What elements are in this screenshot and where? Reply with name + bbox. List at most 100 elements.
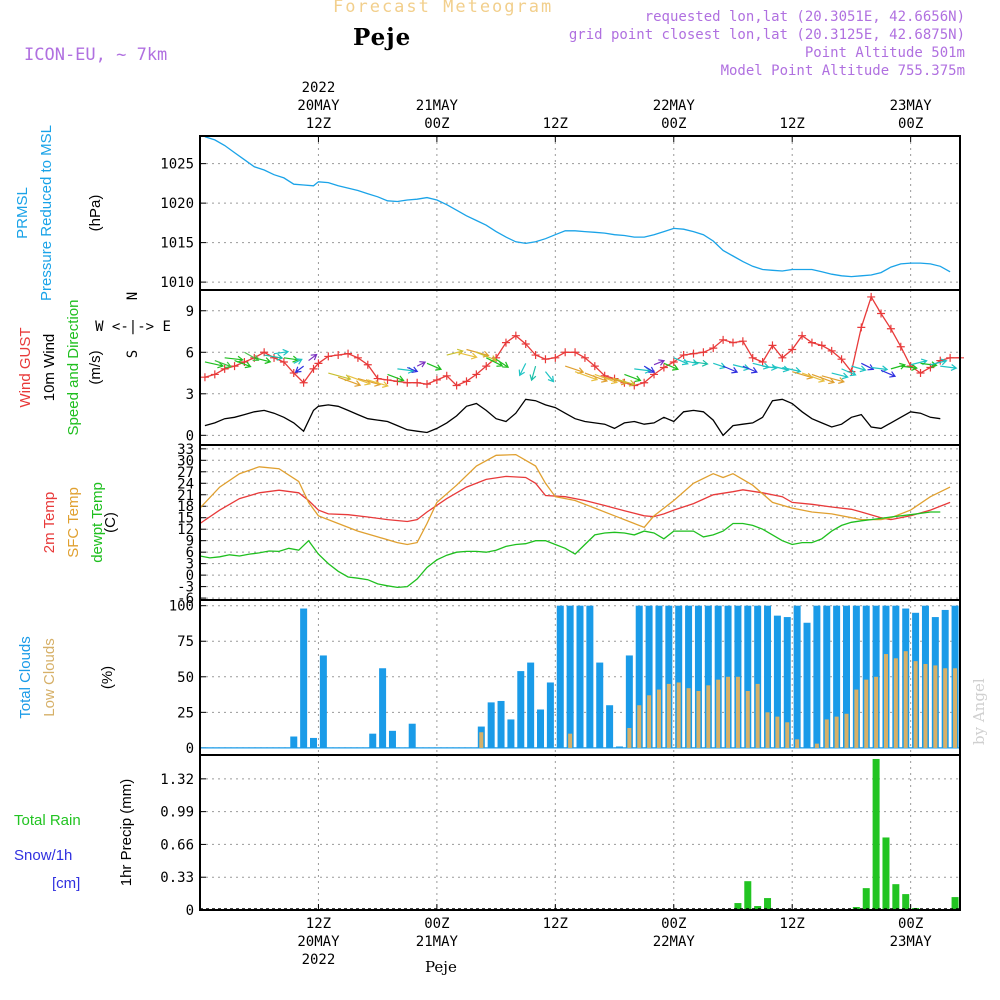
low-clouds-bar [814,743,819,748]
compass-west-east: W <-|-> E [95,319,171,335]
gust-marker [442,371,451,380]
wind-direction-arrow [811,373,836,385]
gust-marker [501,338,510,347]
wind-direction-arrow [851,365,867,373]
gust-marker [413,378,422,387]
gust-marker [472,370,481,379]
wind-direction-arrow [407,366,419,374]
top-time-label: 12Z [780,116,805,132]
y-tick-label: 1020 [160,196,194,212]
wind-direction-arrow [204,361,225,369]
total-clouds-bar [319,655,327,748]
gust-marker [817,341,826,350]
wind-direction-arrow [614,377,636,387]
top-time-label: 22MAY [653,98,696,114]
panel-frame [199,754,961,911]
total-clouds-bar [408,723,416,748]
total-rain-bar [892,884,900,910]
total-clouds-bar [556,605,564,748]
gust-marker [699,348,708,357]
wind-direction-arrow [293,358,303,365]
temperature-axis-label: dewpt Temp [89,482,106,563]
y-tick-label: 50 [177,670,194,686]
gust-marker [531,351,540,360]
gust-line [204,295,960,387]
total-clouds-bar [764,605,772,748]
total-rain-bar [734,903,742,910]
total-clouds-bar [507,719,515,748]
gust-marker [827,346,836,355]
wind-direction-arrow [273,348,290,356]
gust-marker [896,342,905,351]
wind-panel: 0 3 6 9 Wind GUST 10m Wind Speed and Direction… [17,289,964,446]
panel-frame [199,135,961,291]
top-time-label: 20MAY [297,98,340,114]
top-time-label: 00Z [424,116,449,132]
total-clouds-bar [497,700,505,748]
low-clouds-bar [953,668,958,748]
total-clouds-bar [606,705,614,748]
panel-frame [199,444,961,601]
total-clouds-bar [300,608,308,748]
total-clouds-bar [734,605,742,748]
y-tick-label: 9 [186,534,194,550]
low-clouds-bar [716,679,721,748]
wind-direction-arrow [643,365,656,373]
total-clouds-bar [290,736,298,748]
gust-marker [580,353,589,362]
total-clouds-bar [615,746,623,748]
y-tick-label: 0 [186,903,194,919]
gust-marker [857,323,866,332]
gust-marker [260,348,269,357]
y-tick-label: 25 [177,705,194,721]
point-altitude: Point Altitude 501m [804,45,965,61]
precip-legend-label: [cm] [52,875,80,892]
low-clouds-bar [943,668,948,748]
pressure-unit-label: (hPa) [87,195,104,232]
total-rain-bar [744,881,752,910]
gust-marker [748,353,757,362]
clouds-axis-label: Total Clouds [17,636,34,719]
wind-direction-arrow [565,365,585,374]
wind-direction-arrow [337,376,362,387]
y-tick-label: 9 [186,304,194,320]
total-clouds-bar [685,605,693,748]
model-altitude: Model Point Altitude 755.375m [720,63,965,79]
top-time-label: 21MAY [416,98,459,114]
wind-direction-arrow [328,372,352,382]
y-tick-label: 3 [186,387,194,403]
gust-marker [299,378,308,387]
pressure-axis-label: Pressure Reduced to MSL [38,125,55,301]
gust-marker [561,348,570,357]
total-clouds-bar [694,605,702,748]
gust-marker [738,337,747,346]
total-clouds-bar [655,605,663,748]
total-clouds-bar [842,605,850,748]
low-clouds-bar [785,722,790,748]
total-rain-bar [882,837,890,910]
bottom-time-label: 2022 [302,952,336,968]
y-tick-label: 33 [177,442,194,458]
footer-location: Peje [425,958,457,976]
wind-direction-arrow [283,355,300,363]
low-clouds-bar [656,689,661,748]
total-clouds-bar [862,605,870,748]
wind-direction-arrow [861,362,875,371]
low-clouds-bar [706,685,711,748]
y-tick-label: 0 [186,741,194,757]
wind-direction-arrow [254,357,272,365]
total-clouds-bar [546,682,554,748]
gust-marker [353,353,362,362]
wind-direction-arrow [456,351,478,360]
prmsl-line [204,136,951,278]
wind-direction-arrow [880,369,897,378]
low-clouds-bar [933,665,938,748]
wind-direction-arrow [518,363,527,377]
gust-marker [837,355,846,364]
wind-direction-arrow [397,366,415,374]
total-rain-bar [902,894,910,910]
temperature-axis-label: SFC Temp [65,487,82,558]
y-tick-label: 3 [186,557,194,573]
wind-direction-arrow [214,360,232,369]
